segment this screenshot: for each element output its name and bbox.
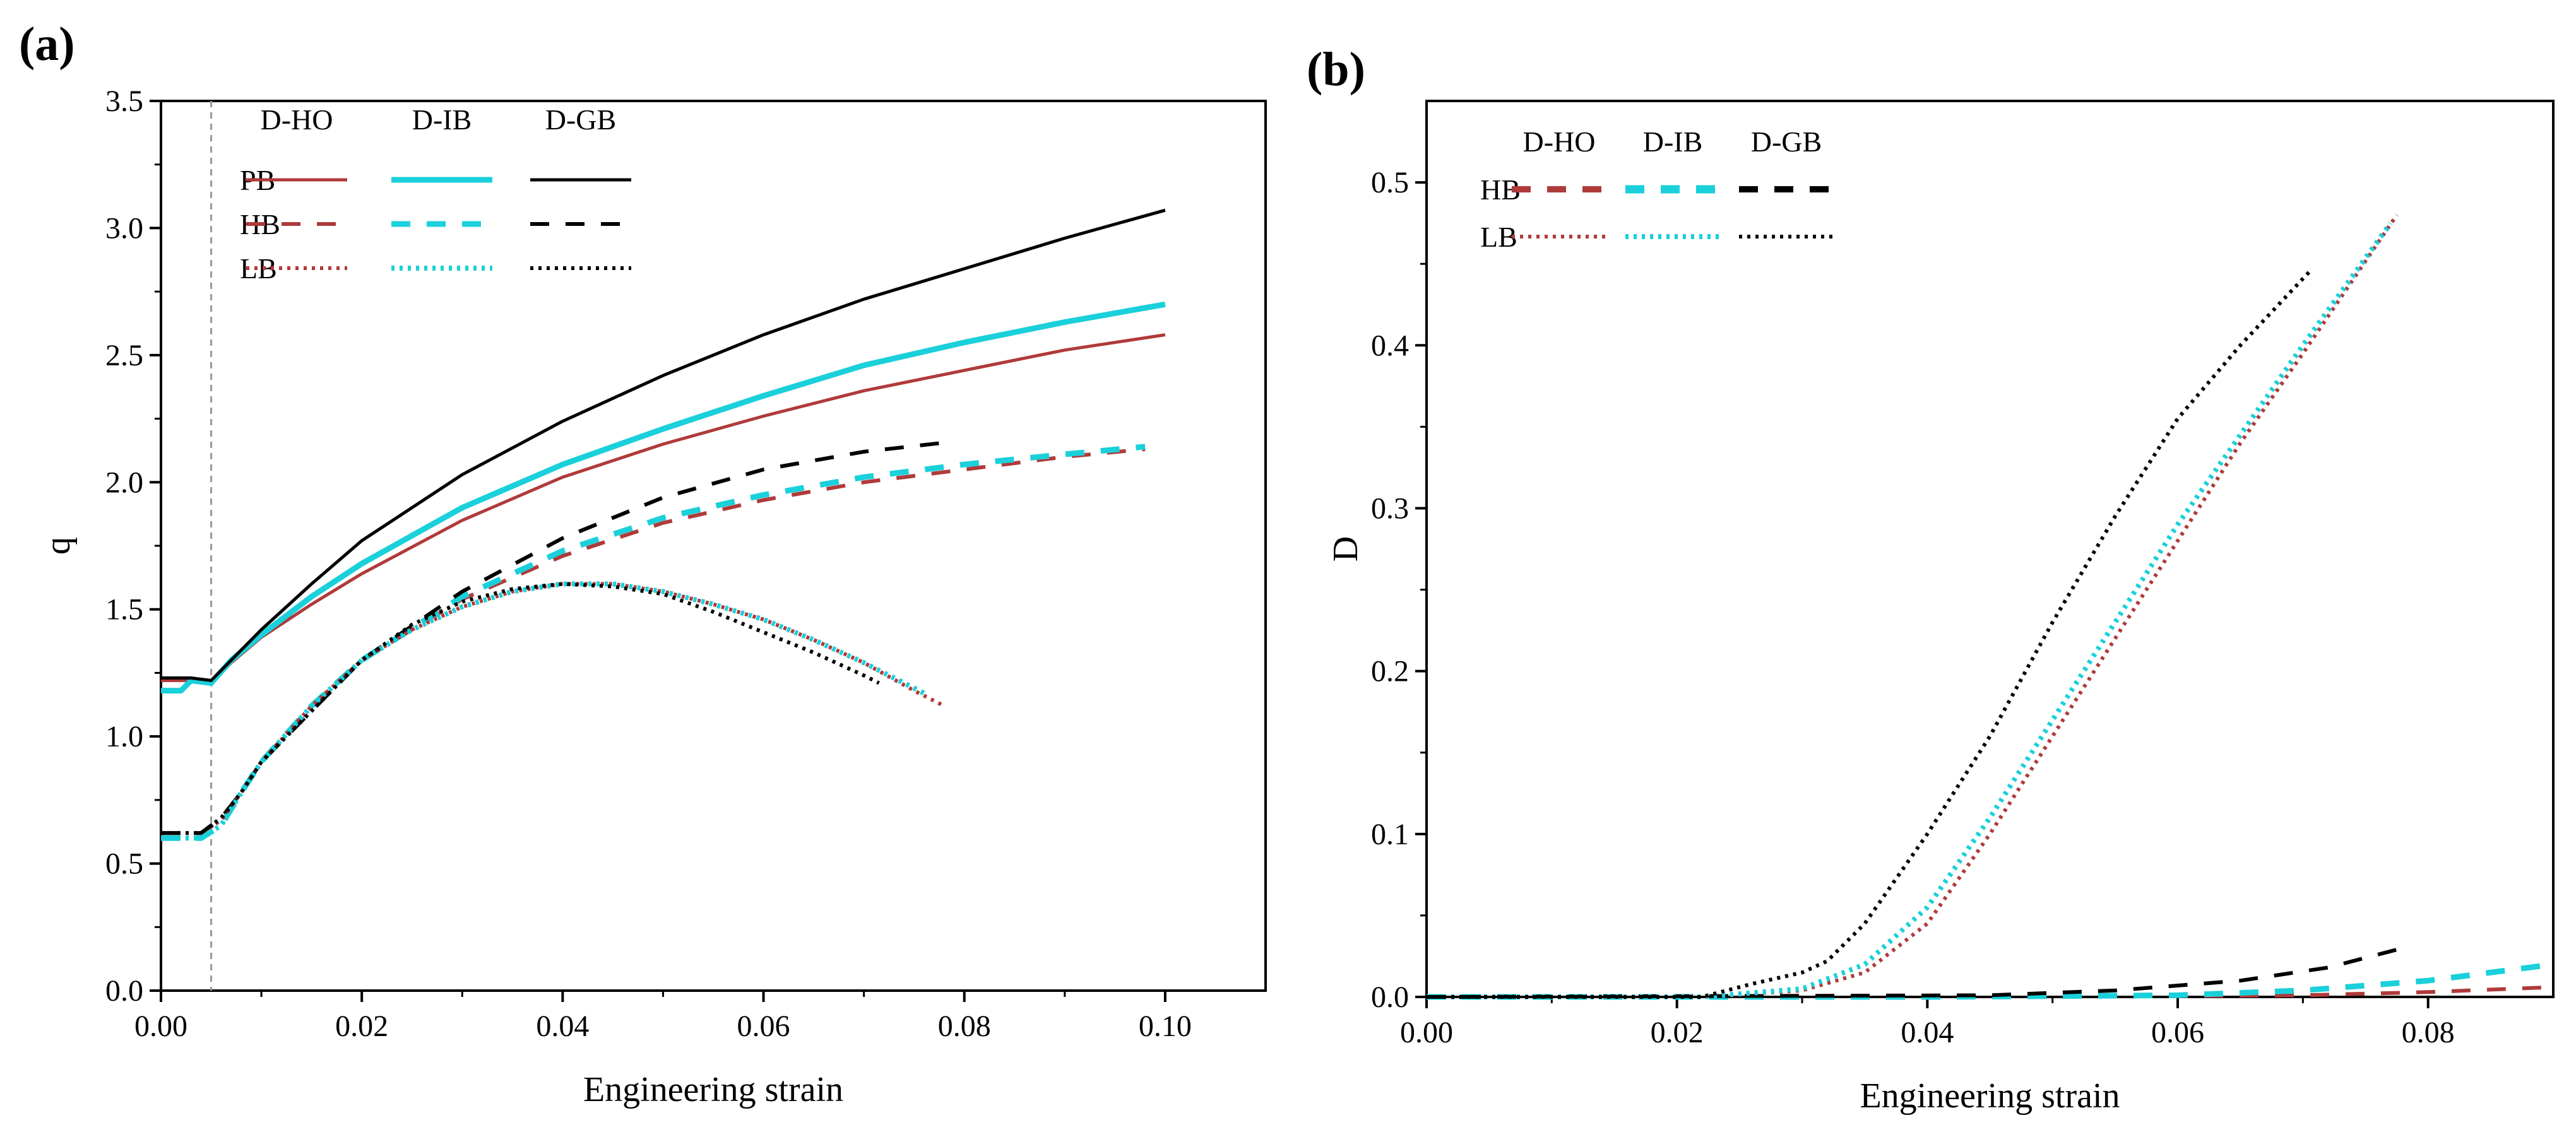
legend-column-label-a: D-IB: [412, 103, 472, 136]
legend-column-label-b: D-HO: [1523, 126, 1596, 158]
panel-b-label: (b): [1307, 43, 1365, 96]
plot-frame-a: [160, 100, 1267, 992]
y-tick-label-b: 0.3: [1371, 492, 1409, 525]
legend-row-label-a: LB: [240, 252, 277, 285]
legend-column-label-b: D-GB: [1751, 126, 1822, 158]
y-tick-label-b: 0.5: [1371, 166, 1409, 199]
x-tick-label-a: 0.02: [335, 1010, 388, 1043]
series-line-a-hb-d-gb: [161, 439, 955, 835]
x-tick-label-a: 0.06: [737, 1010, 790, 1043]
y-tick-label-b: 0.1: [1371, 818, 1409, 851]
series-line-a-lb-d-gb: [161, 582, 880, 835]
series-line-b-lb-d-gb: [1427, 271, 2311, 999]
series-line-a-lb-d-ho: [161, 582, 946, 835]
plot-frame-b: [1425, 100, 2555, 998]
y-tick-label-a: 0.5: [105, 847, 143, 881]
series-line-a-pb-d-ho: [161, 333, 1166, 685]
series-line-a-hb-d-ho: [161, 447, 1146, 835]
x-axis-title-b: Engineering strain: [1860, 1076, 2120, 1116]
y-tick-label-a: 1.0: [105, 720, 143, 753]
y-axis-title-b: D: [1326, 536, 1365, 562]
panel-b: (b) 0.00 0.02 0.04 0.06 0.08 0.0 0.1 0.2 0.3 0.4 0…: [1307, 43, 2555, 1116]
x-tick-label-a: 0.04: [536, 1010, 589, 1043]
x-tick-label-b: 0.00: [1400, 1016, 1453, 1049]
x-tick-label-b: 0.06: [2151, 1016, 2204, 1049]
series-line-b-hb-d-ho: [1427, 985, 2554, 999]
y-tick-label-a: 2.5: [105, 339, 143, 372]
y-tick-label-b: 0.2: [1371, 655, 1409, 688]
legend-column-label-a: D-GB: [545, 103, 616, 136]
y-tick-label-a: 0.0: [105, 974, 143, 1008]
legend-column-label-b: D-IB: [1643, 126, 1703, 158]
series-line-b-hb-d-ib: [1427, 961, 2554, 1000]
series-line-b-hb-d-gb: [1426, 946, 2404, 999]
series-line-a-hb-d-ib: [161, 444, 1146, 841]
panel-a: (a) 0.00 0.02 0.04 0.06 0.08 0.10 0.0 0.5 1.0 1.5…: [19, 18, 1267, 1109]
legend-column-label-a: D-HO: [261, 103, 333, 136]
y-tick-label-a: 1.5: [105, 593, 143, 627]
x-tick-label-b: 0.08: [2402, 1016, 2455, 1049]
y-tick-label-a: 3.5: [105, 85, 143, 118]
series-line-a-pb-d-gb: [161, 208, 1166, 682]
x-tick-label-b: 0.04: [1901, 1016, 1954, 1049]
legend-row-label-b: LB: [1480, 221, 1517, 253]
panel-a-label: (a): [19, 18, 75, 71]
y-tick-label-a: 3.0: [105, 211, 143, 245]
y-axis-title-a: q: [39, 537, 78, 555]
y-tick-label-a: 2.0: [105, 466, 143, 499]
x-tick-label-a: 0.10: [1139, 1010, 1192, 1043]
x-tick-label-a: 0.08: [938, 1010, 991, 1043]
y-tick-label-b: 0.0: [1371, 981, 1409, 1014]
y-tick-label-b: 0.4: [1371, 329, 1409, 362]
x-axis-title-a: Engineering strain: [583, 1070, 843, 1109]
x-tick-label-b: 0.02: [1651, 1016, 1704, 1049]
series-line-a-pb-d-ib: [161, 301, 1166, 694]
x-tick-label-a: 0.00: [134, 1010, 187, 1043]
